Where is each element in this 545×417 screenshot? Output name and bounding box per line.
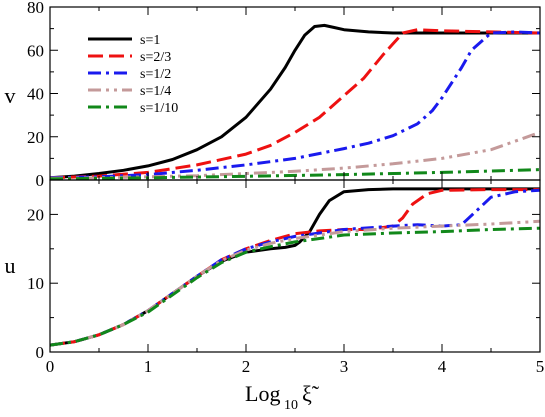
- v-series-line-2: [50, 28, 540, 180]
- tick-labels: 0 20 40 60 80 0 10 20 0 1 2 3 4 5: [27, 0, 544, 376]
- y-tick-label: 80: [27, 0, 44, 17]
- tick-marks: [49, 6, 541, 353]
- y-tick-label: 0: [36, 343, 45, 362]
- legend-background: [84, 29, 194, 118]
- bottom-y-axis-label: u: [5, 253, 16, 278]
- y-tick-label: 40: [27, 85, 44, 104]
- y-tick-label: 20: [27, 205, 44, 224]
- legend: s=1 s=2/3 s=1/2 s=1/4 s=1/10: [84, 29, 194, 118]
- panel-180-series: [50, 187, 540, 347]
- x-tick-label: 1: [144, 357, 153, 376]
- x-axis-label-subscript: 10: [284, 398, 298, 413]
- v-series-line-4: [50, 130, 540, 180]
- y-tick-label: 0: [36, 171, 45, 190]
- x-tick-label: 0: [46, 357, 55, 376]
- x-axis-label-log: Log: [245, 381, 280, 406]
- y-tick-label: 60: [27, 41, 44, 60]
- x-tick-label: 3: [340, 357, 349, 376]
- top-y-axis-label: v: [5, 83, 16, 108]
- y-tick-label: 20: [27, 128, 44, 147]
- x-tick-label: 2: [242, 357, 251, 376]
- u-series-line-5: [50, 226, 540, 347]
- x-tick-label: 5: [536, 357, 545, 376]
- v-series-line-1: [50, 23, 540, 180]
- y-tick-label: 10: [27, 274, 44, 293]
- legend-label-4: s=1/4: [140, 84, 171, 99]
- v-series-line-3: [50, 30, 540, 180]
- u-series-line-4: [50, 219, 540, 347]
- legend-label-2: s=2/3: [140, 50, 171, 65]
- legend-label-3: s=1/2: [140, 67, 171, 82]
- v-series-line-5: [50, 168, 540, 180]
- plot-data: [50, 23, 540, 347]
- legend-label-5: s=1/10: [140, 101, 178, 116]
- x-tick-label: 4: [438, 357, 447, 376]
- panel-7-series: [50, 23, 540, 180]
- legend-label-1: s=1: [140, 33, 160, 48]
